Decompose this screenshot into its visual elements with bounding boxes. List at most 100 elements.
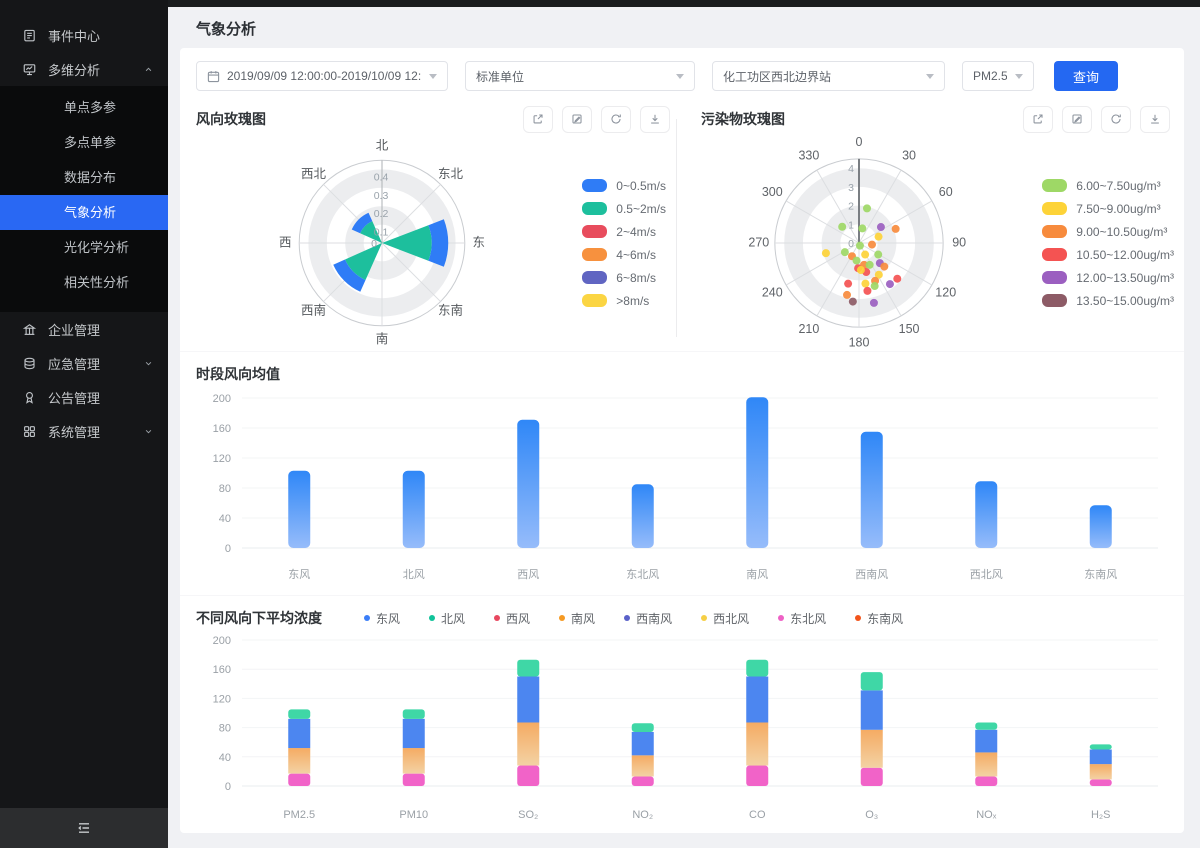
legend-item[interactable]: 10.50~12.00ug/m³ xyxy=(1042,248,1174,262)
legend-dot xyxy=(494,615,501,621)
legend-item[interactable]: 西北风 xyxy=(701,610,749,627)
download-button[interactable] xyxy=(1140,105,1170,133)
pollutant-rose-chart: 1 2 3 4 0 0 30 60 90 120 150 180 210 240 270 300 330 xyxy=(748,137,966,349)
station-select[interactable]: 化工功区西北边界站 xyxy=(712,61,945,91)
sidebar-subitem-photochemical-analysis[interactable]: 光化学分析 xyxy=(64,240,130,255)
svg-text:东南: 东南 xyxy=(438,303,463,318)
svg-text:0.2: 0.2 xyxy=(374,208,389,220)
legend-item[interactable]: 4~6m/s xyxy=(582,248,666,262)
sidebar-subitem-correlation-analysis[interactable]: 相关性分析 xyxy=(64,275,130,290)
sidebar-item-notice-management[interactable]: 公告管理 xyxy=(0,380,168,414)
legend-item[interactable]: 7.50~9.00ug/m³ xyxy=(1042,202,1174,216)
legend-item[interactable]: 13.50~15.00ug/m³ xyxy=(1042,294,1174,308)
unit-select[interactable]: 标准单位 xyxy=(465,61,695,91)
legend-item[interactable]: 6~8m/s xyxy=(582,271,666,285)
legend-swatch xyxy=(1042,248,1068,261)
refresh-icon xyxy=(1111,114,1121,124)
svg-text:200: 200 xyxy=(213,635,231,647)
external-link-button[interactable] xyxy=(1023,105,1053,133)
refresh-button[interactable] xyxy=(1101,105,1131,133)
legend-item[interactable]: 北风 xyxy=(429,610,465,627)
legend-item[interactable]: 西南风 xyxy=(624,610,672,627)
pollutant-select[interactable]: PM2.5 xyxy=(962,61,1034,91)
legend-label: 西风 xyxy=(506,611,531,626)
sidebar-item-label: 公告管理 xyxy=(48,390,101,406)
legend-item[interactable]: 东南风 xyxy=(855,610,903,627)
legend-label: 7.50~9.00ug/m³ xyxy=(1076,201,1161,216)
external-link-button[interactable] xyxy=(523,105,553,133)
edit-icon xyxy=(572,114,582,124)
download-icon xyxy=(1151,114,1159,124)
download-button[interactable] xyxy=(640,105,670,133)
pollutant-rose-panel: 污染物玫瑰图 1 2 3 4 0 0 30 60 90 120 150 180 210 240 270 300… xyxy=(681,103,1176,351)
download-icon xyxy=(651,114,659,124)
content-card: 2019/09/09 12:00:00-2019/10/09 12:00:00 … xyxy=(180,48,1184,833)
legend-item[interactable]: 6.00~7.50ug/m³ xyxy=(1042,179,1174,193)
svg-text:60: 60 xyxy=(939,185,953,199)
query-button[interactable]: 查询 xyxy=(1054,61,1118,91)
svg-text:270: 270 xyxy=(748,235,769,249)
wind-rose-toolbar xyxy=(523,105,670,133)
sidebar-subitem-multi-point-single-param[interactable]: 多点单参 xyxy=(64,135,117,150)
legend-item[interactable]: 东北风 xyxy=(778,610,826,627)
date-range-value: 2019/09/09 12:00:00-2019/10/09 12:00:00 xyxy=(227,69,421,83)
legend-swatch xyxy=(582,225,608,238)
refresh-button[interactable] xyxy=(601,105,631,133)
sidebar-item-enterprise-management[interactable]: 企业管理 xyxy=(0,312,168,346)
sidebar-menu: 事件中心多维分析单点多参多点单参数据分布气象分析光化学分析相关性分析企业管理应急… xyxy=(0,0,168,808)
main-content: 气象分析 2019/09/09 12:00:00-2019/10/09 12:0… xyxy=(168,0,1200,848)
svg-text:西南: 西南 xyxy=(301,303,326,318)
sidebar-item-emergency-management[interactable]: 应急管理 xyxy=(0,346,168,380)
legend-label: 4~6m/s xyxy=(616,247,656,262)
edit-button[interactable] xyxy=(562,105,592,133)
legend-item[interactable]: 0~0.5m/s xyxy=(582,179,666,193)
legend-dot xyxy=(701,615,708,621)
external-link-icon xyxy=(533,114,543,124)
legend-label: 13.50~15.00ug/m³ xyxy=(1076,293,1174,308)
svg-text:东北风: 东北风 xyxy=(626,568,659,581)
sidebar-collapse-button[interactable] xyxy=(0,808,168,848)
chevron-up-icon xyxy=(145,67,152,71)
svg-text:80: 80 xyxy=(219,483,231,495)
sidebar: 事件中心多维分析单点多参多点单参数据分布气象分析光化学分析相关性分析企业管理应急… xyxy=(0,0,168,848)
legend-item[interactable]: 12.00~13.50ug/m³ xyxy=(1042,271,1174,285)
legend-item[interactable]: >8m/s xyxy=(582,294,666,308)
sidebar-item-system-management[interactable]: 系统管理 xyxy=(0,414,168,448)
legend-item[interactable]: 南风 xyxy=(559,610,595,627)
sidebar-item-label: 应急管理 xyxy=(48,356,101,372)
legend-dot xyxy=(855,615,862,621)
sidebar-subitem-single-point-multi-param[interactable]: 单点多参 xyxy=(64,100,117,115)
caret-down-icon xyxy=(676,73,684,79)
svg-text:120: 120 xyxy=(935,285,956,299)
sidebar-item-multi-analysis[interactable]: 多维分析 xyxy=(0,52,168,86)
svg-text:0: 0 xyxy=(225,543,231,555)
sidebar-item-event-center[interactable]: 事件中心 xyxy=(0,18,168,52)
caret-down-icon xyxy=(1015,73,1023,79)
edit-button[interactable] xyxy=(1062,105,1092,133)
date-range-picker[interactable]: 2019/09/09 12:00:00-2019/10/09 12:00:00 xyxy=(196,61,448,91)
svg-text:240: 240 xyxy=(762,285,783,299)
legend-item[interactable]: 9.00~10.50ug/m³ xyxy=(1042,225,1174,239)
legend-item[interactable]: 西风 xyxy=(494,610,530,627)
svg-text:0: 0 xyxy=(848,238,854,250)
legend-item[interactable]: 东风 xyxy=(364,610,400,627)
legend-label: 10.50~12.00ug/m³ xyxy=(1076,247,1174,262)
legend-swatch xyxy=(1042,271,1068,284)
sidebar-item-label: 多维分析 xyxy=(48,62,101,78)
concentration-title: 不同风向下平均浓度 xyxy=(196,610,322,626)
svg-text:210: 210 xyxy=(798,322,819,336)
svg-text:330: 330 xyxy=(798,149,819,163)
svg-text:4: 4 xyxy=(848,163,854,175)
caret-down-icon xyxy=(429,73,437,79)
sidebar-subitem-weather-analysis[interactable]: 气象分析 xyxy=(0,195,168,230)
sidebar-subitem-data-distribution[interactable]: 数据分布 xyxy=(64,170,117,185)
legend-item[interactable]: 2~4m/s xyxy=(582,225,666,239)
legend-item[interactable]: 0.5~2m/s xyxy=(582,202,666,216)
legend-label: 2~4m/s xyxy=(616,224,656,239)
svg-text:CO: CO xyxy=(749,809,766,821)
svg-text:东北: 东北 xyxy=(438,167,464,181)
svg-text:南风: 南风 xyxy=(746,568,768,581)
svg-text:0.4: 0.4 xyxy=(374,171,389,183)
svg-text:O₃: O₃ xyxy=(865,809,878,821)
wind-avg-title: 时段风向均值 xyxy=(196,366,280,382)
